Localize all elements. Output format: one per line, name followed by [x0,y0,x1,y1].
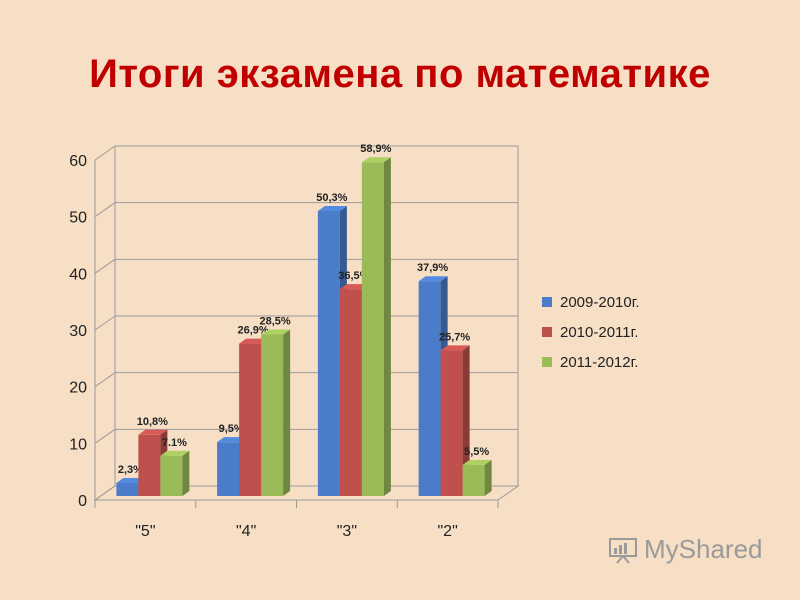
data-label: 50,3% [316,192,347,204]
watermark-text: MyShared [644,534,763,564]
bar [462,459,492,496]
slide-title: Итоги экзамена по математике [89,52,711,96]
data-label: 7.1% [162,437,187,449]
data-label: 26,9% [238,325,269,337]
y-tick-label: 20 [69,380,87,397]
gridline-depth [94,145,116,161]
data-label: 10,8% [137,416,168,428]
x-tick-label: "3" [337,523,357,540]
gridline-depth [94,258,116,274]
watermark: MyShared [608,534,763,565]
gridline-depth [94,485,116,501]
data-label: 58,9% [360,143,391,155]
legend-label: 2009-2010г. [560,294,640,311]
data-label: 28,5% [260,316,291,328]
y-tick-label: 30 [69,323,87,340]
x-tick-label: "4" [236,523,256,540]
data-label: 2,3% [118,464,143,476]
y-tick-label: 10 [69,436,87,453]
bar [440,345,470,496]
y-tick-label: 0 [78,493,87,510]
bar [261,329,291,496]
x-tick-label: "2" [437,523,457,540]
presentation-icon [609,537,637,564]
bar [160,450,190,496]
bar [361,157,391,496]
legend-label: 2011-2012г. [560,354,638,371]
gridline-depth [94,428,116,444]
data-label: 37,9% [417,262,448,274]
data-label: 25,7% [439,331,470,343]
y-tick-label: 40 [69,266,87,283]
data-label: 5,5% [464,446,489,458]
gridline-depth [94,372,116,388]
data-label: 9,5% [219,423,244,435]
legend-swatch [542,357,552,367]
y-tick-label: 60 [69,153,87,170]
legend-swatch [542,327,552,337]
gridline-depth [94,202,116,218]
gridline-depth [94,315,116,331]
data-label: 36,5% [338,270,369,282]
y-tick-label: 50 [69,210,87,227]
legend-label: 2010-2011г. [560,324,638,341]
x-tick-label: "5" [135,523,155,540]
legend-swatch [542,297,552,307]
